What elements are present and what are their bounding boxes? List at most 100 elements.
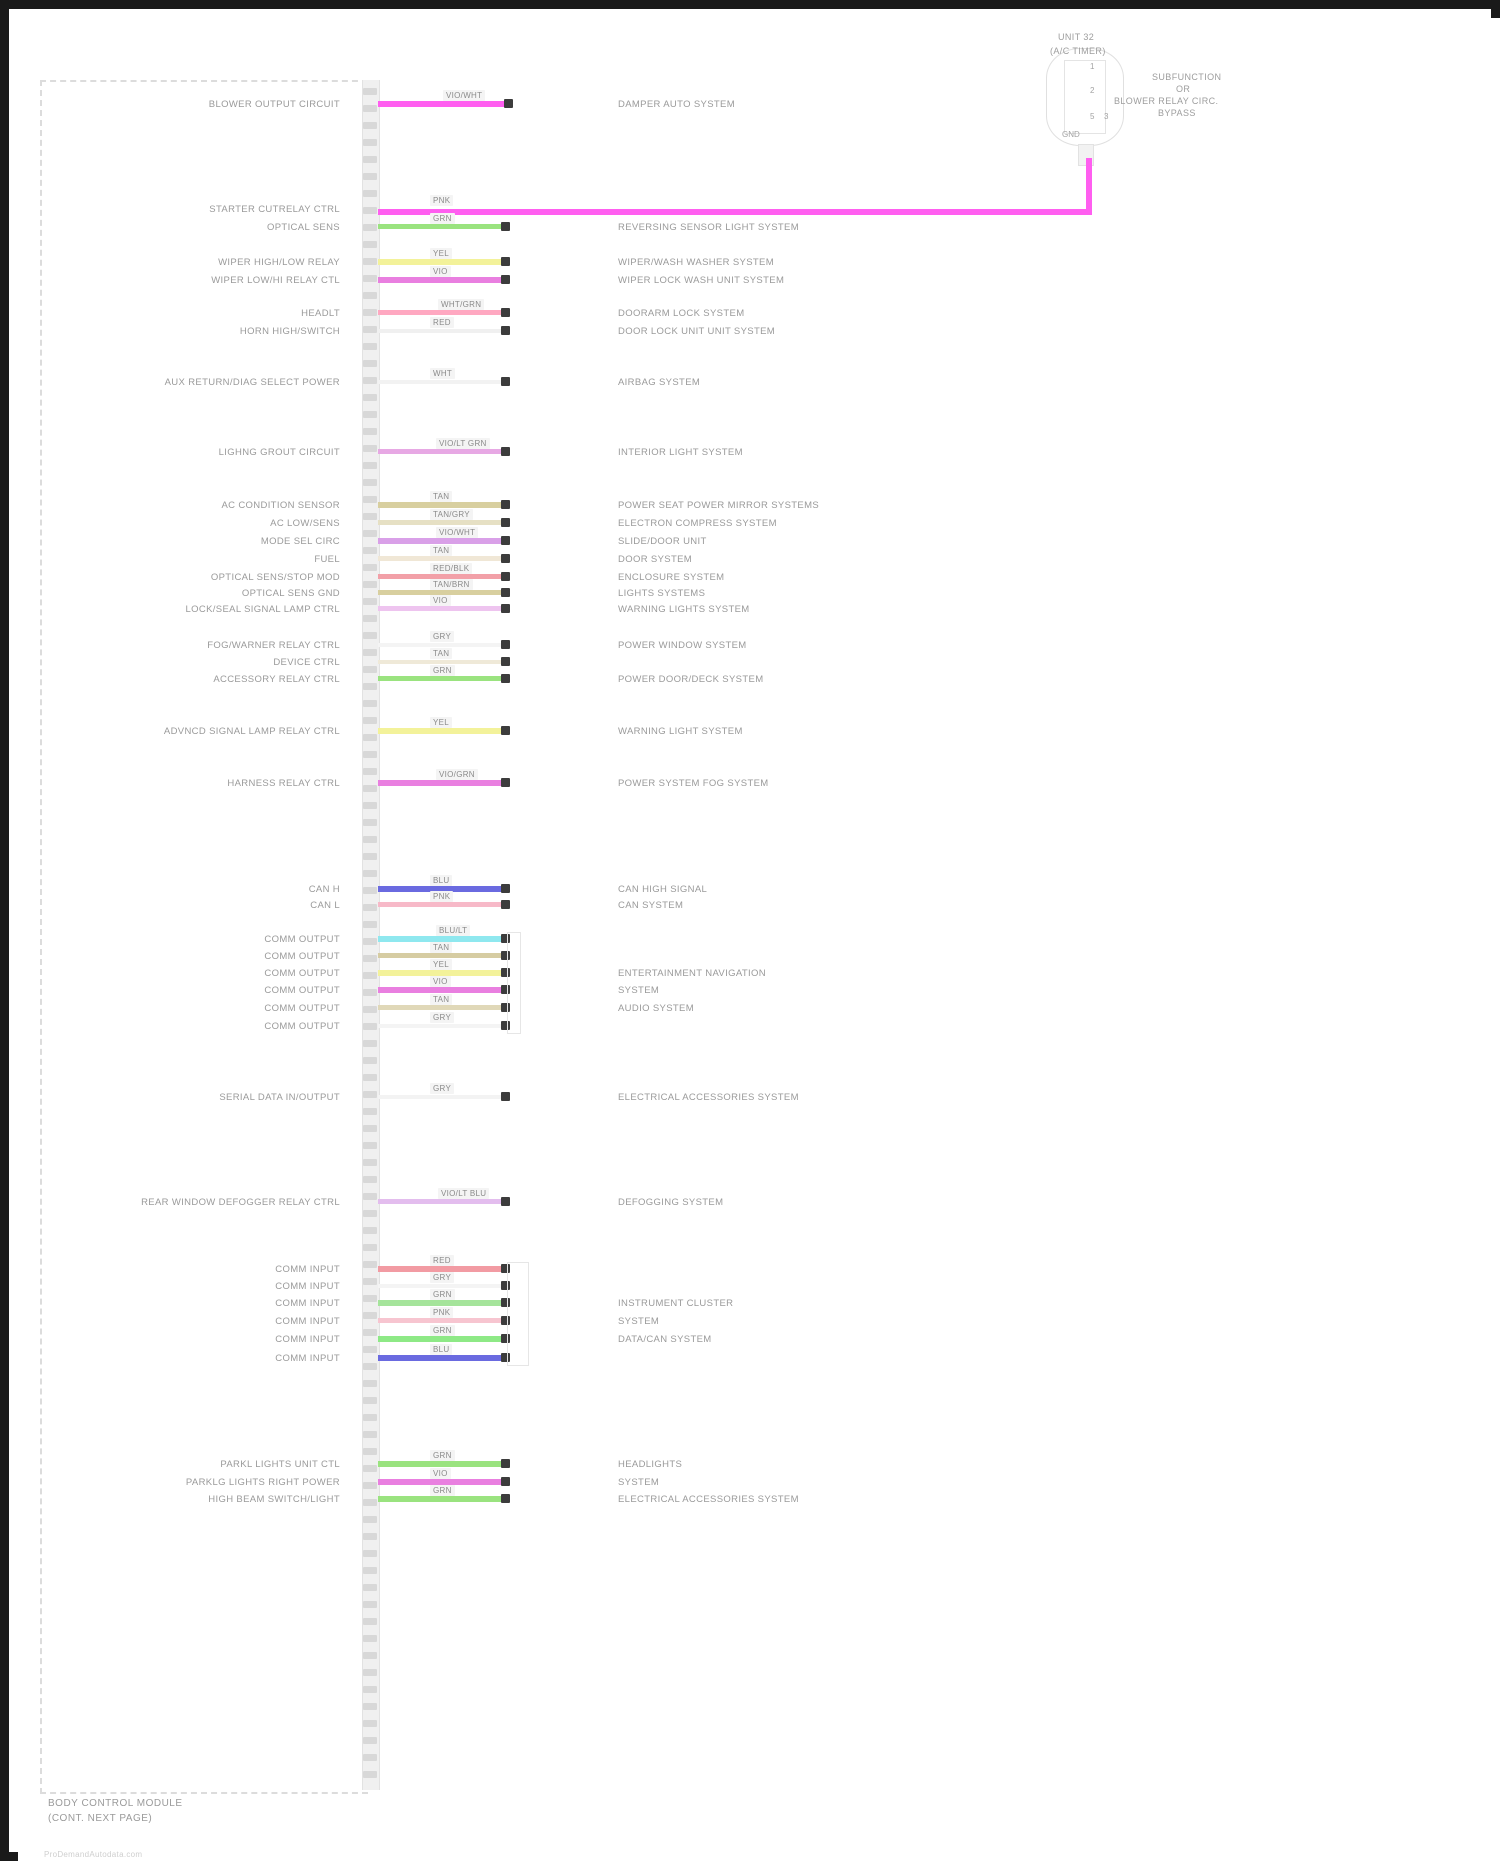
connector-pin[interactable] <box>363 326 377 333</box>
connector-pin[interactable] <box>363 1669 377 1676</box>
connector-pin[interactable] <box>363 547 377 554</box>
connector-pin[interactable] <box>363 1040 377 1047</box>
connector-pin[interactable] <box>363 768 377 775</box>
connector-pin[interactable] <box>363 1312 377 1319</box>
terminal-dot[interactable] <box>501 377 510 386</box>
terminal-dot[interactable] <box>501 1353 510 1362</box>
connector-pin[interactable] <box>363 734 377 741</box>
connector-pin[interactable] <box>363 1431 377 1438</box>
connector-pin[interactable] <box>363 1057 377 1064</box>
terminal-dot[interactable] <box>501 275 510 284</box>
connector-pin[interactable] <box>363 360 377 367</box>
connector-pin[interactable] <box>363 921 377 928</box>
connector-pin[interactable] <box>363 853 377 860</box>
connector-pin[interactable] <box>363 1771 377 1778</box>
connector-pin[interactable] <box>363 1652 377 1659</box>
connector-pin[interactable] <box>363 411 377 418</box>
connector-pin[interactable] <box>363 683 377 690</box>
terminal-dot[interactable] <box>501 308 510 317</box>
connector-pin[interactable] <box>363 224 377 231</box>
connector-pin[interactable] <box>363 394 377 401</box>
connector-pin[interactable] <box>363 598 377 605</box>
terminal-dot[interactable] <box>501 257 510 266</box>
connector-pin[interactable] <box>363 275 377 282</box>
connector-pin[interactable] <box>363 377 377 384</box>
connector-pin[interactable] <box>363 1142 377 1149</box>
connector-pin[interactable] <box>363 445 377 452</box>
connector-pin[interactable] <box>363 649 377 656</box>
terminal-dot[interactable] <box>501 500 510 509</box>
connector-pin[interactable] <box>363 88 377 95</box>
connector-pin[interactable] <box>363 1703 377 1710</box>
terminal-dot[interactable] <box>501 536 510 545</box>
connector-pin[interactable] <box>363 156 377 163</box>
connector-pin[interactable] <box>363 496 377 503</box>
terminal-dot[interactable] <box>501 572 510 581</box>
connector-pin[interactable] <box>363 1754 377 1761</box>
connector-spine[interactable] <box>362 80 380 1790</box>
connector-pin[interactable] <box>363 836 377 843</box>
connector-pin[interactable] <box>363 615 377 622</box>
connector-pin[interactable] <box>363 1601 377 1608</box>
connector-pin[interactable] <box>363 343 377 350</box>
connector-pin[interactable] <box>363 785 377 792</box>
terminal-dot[interactable] <box>501 588 510 597</box>
connector-pin[interactable] <box>363 717 377 724</box>
connector-pin[interactable] <box>363 1618 377 1625</box>
connector-pin[interactable] <box>363 462 377 469</box>
connector-pin[interactable] <box>363 1193 377 1200</box>
connector-pin[interactable] <box>363 173 377 180</box>
terminal-dot[interactable] <box>501 674 510 683</box>
connector-pin[interactable] <box>363 1448 377 1455</box>
connector-pin[interactable] <box>363 1499 377 1506</box>
connector-pin[interactable] <box>363 1720 377 1727</box>
connector-pin[interactable] <box>363 530 377 537</box>
terminal-dot[interactable] <box>501 447 510 456</box>
connector-pin[interactable] <box>363 1176 377 1183</box>
connector-pin[interactable] <box>363 190 377 197</box>
terminal-dot[interactable] <box>501 1316 510 1325</box>
terminal-dot[interactable] <box>501 951 510 960</box>
connector-pin[interactable] <box>363 1380 377 1387</box>
connector-pin[interactable] <box>363 139 377 146</box>
connector-pin[interactable] <box>363 207 377 214</box>
connector-pin[interactable] <box>363 1533 377 1540</box>
connector-pin[interactable] <box>363 1108 377 1115</box>
terminal-dot[interactable] <box>501 1334 510 1343</box>
connector-pin[interactable] <box>363 292 377 299</box>
terminal-dot[interactable] <box>501 640 510 649</box>
connector-pin[interactable] <box>363 938 377 945</box>
connector-pin[interactable] <box>363 1210 377 1217</box>
connector-pin[interactable] <box>363 1295 377 1302</box>
terminal-dot[interactable] <box>501 1281 510 1290</box>
terminal-dot[interactable] <box>501 1264 510 1273</box>
connector-pin[interactable] <box>363 1516 377 1523</box>
terminal-dot[interactable] <box>501 726 510 735</box>
terminal-dot[interactable] <box>501 1021 510 1030</box>
connector-pin[interactable] <box>363 1091 377 1098</box>
terminal-dot[interactable] <box>501 1092 510 1101</box>
connector-pin[interactable] <box>363 1125 377 1132</box>
terminal-dot[interactable] <box>501 1197 510 1206</box>
connector-pin[interactable] <box>363 955 377 962</box>
terminal-dot[interactable] <box>504 99 513 108</box>
connector-pin[interactable] <box>363 1482 377 1489</box>
connector-pin[interactable] <box>363 802 377 809</box>
terminal-dot[interactable] <box>501 1494 510 1503</box>
connector-pin[interactable] <box>363 887 377 894</box>
connector-pin[interactable] <box>363 1159 377 1166</box>
connector-pin[interactable] <box>363 1635 377 1642</box>
terminal-dot[interactable] <box>501 222 510 231</box>
terminal-dot[interactable] <box>501 1298 510 1307</box>
connector-pin[interactable] <box>363 1023 377 1030</box>
connector-pin[interactable] <box>363 428 377 435</box>
connector-pin[interactable] <box>363 1584 377 1591</box>
terminal-dot[interactable] <box>501 1477 510 1486</box>
connector-pin[interactable] <box>363 1414 377 1421</box>
connector-pin[interactable] <box>363 1074 377 1081</box>
terminal-dot[interactable] <box>501 985 510 994</box>
connector-pin[interactable] <box>363 309 377 316</box>
connector-pin[interactable] <box>363 819 377 826</box>
connector-pin[interactable] <box>363 1278 377 1285</box>
connector-pin[interactable] <box>363 1227 377 1234</box>
